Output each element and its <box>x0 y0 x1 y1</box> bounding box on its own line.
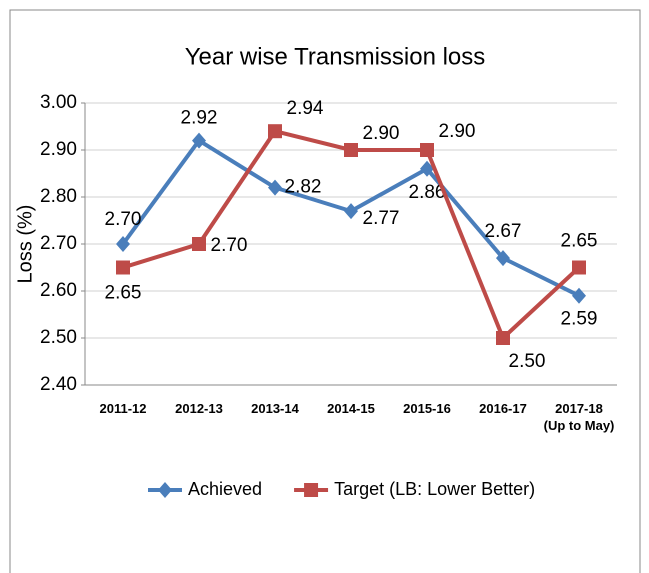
line-marker <box>344 143 358 157</box>
line-marker <box>420 160 434 177</box>
data-label: 2.77 <box>363 208 400 229</box>
data-label: 2.82 <box>285 177 322 198</box>
x-tick-label: 2012-13 <box>175 401 223 416</box>
data-label: 2.70 <box>105 209 142 230</box>
line-marker <box>572 287 586 304</box>
x-tick-label: 2011-12 <box>99 401 147 416</box>
x-tick-label: 2016-17 <box>479 401 527 416</box>
data-label: 2.59 <box>561 309 598 330</box>
y-tick-label: 2.80 <box>40 186 77 207</box>
y-tick-label: 2.60 <box>40 280 77 301</box>
line-marker <box>572 260 586 275</box>
data-label: 2.92 <box>181 108 218 129</box>
x-tick-label: 2017-18 (Up to May) <box>543 401 615 433</box>
line-marker <box>116 236 130 252</box>
chart-border <box>9 9 641 573</box>
data-label: 2.86 <box>409 182 446 203</box>
line-marker <box>158 482 172 498</box>
line-marker <box>116 260 130 275</box>
x-tick-label: 2014-15 <box>327 401 375 416</box>
data-label: 2.70 <box>211 235 248 256</box>
y-tick-label: 2.90 <box>40 139 77 160</box>
y-tick-label: 3.00 <box>40 92 77 113</box>
x-tick-label: 2015-16 <box>403 401 451 416</box>
line-marker <box>496 331 510 345</box>
line-marker <box>268 179 282 196</box>
x-tick-label: 2013-14 <box>251 401 299 416</box>
line-marker <box>192 237 206 251</box>
data-label: 2.94 <box>287 98 324 119</box>
y-tick-label: 2.70 <box>40 233 77 254</box>
data-label: 2.65 <box>561 231 598 252</box>
data-label: 2.65 <box>105 283 142 304</box>
chart-title: Year wise Transmission loss <box>185 43 486 70</box>
line-marker <box>344 203 358 220</box>
data-label: 2.67 <box>485 221 522 242</box>
line-marker <box>304 483 319 497</box>
data-label: 2.90 <box>439 121 476 142</box>
y-axis-label: Loss (%) <box>14 205 36 284</box>
line-marker <box>268 124 282 139</box>
line-marker <box>420 143 434 157</box>
data-label: 2.90 <box>363 123 400 144</box>
line-marker <box>496 250 510 267</box>
legend-label: Target (LB: Lower Better) <box>334 479 535 499</box>
data-label: 2.50 <box>509 351 546 372</box>
line-marker <box>192 132 206 149</box>
y-tick-label: 2.50 <box>40 327 77 348</box>
y-tick-label: 2.40 <box>40 374 77 395</box>
legend-label: Achieved <box>188 479 262 499</box>
